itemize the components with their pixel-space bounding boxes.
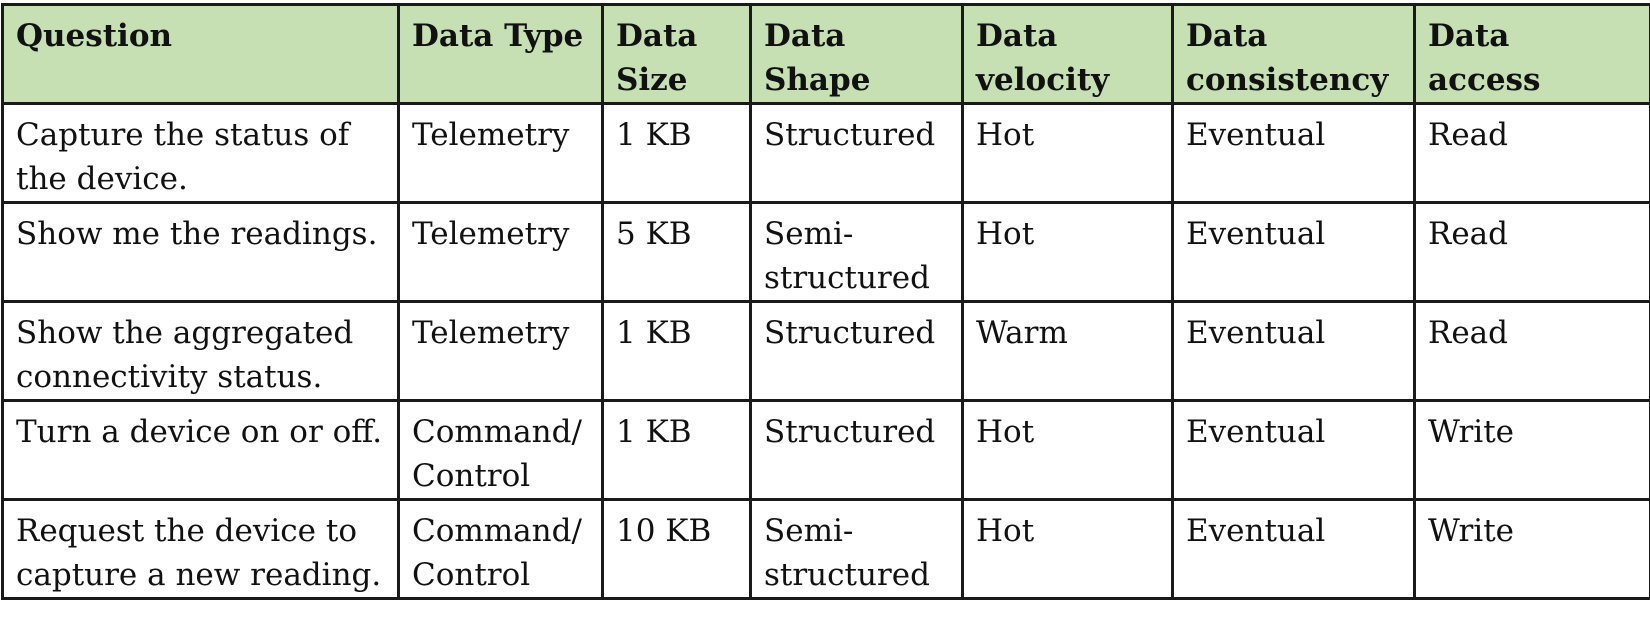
header-data-velocity: Data velocity: [961, 3, 1174, 105]
table-row: Show the aggregated connectivity status.…: [1, 300, 1650, 402]
cell-data-access: Read: [1413, 102, 1650, 204]
cell-data-size: 5 KB: [601, 201, 752, 303]
header-data-consistency: Data consistency: [1171, 3, 1416, 105]
cell-data-velocity: Hot: [961, 201, 1174, 303]
cell-data-shape: Structured: [749, 399, 964, 501]
cell-data-access: Write: [1413, 399, 1650, 501]
table-header: Question Data Type Data Size Data Shape D…: [1, 3, 1650, 105]
cell-data-size: 1 KB: [601, 102, 752, 204]
cell-question: Show the aggregated connectivity status.: [1, 300, 400, 402]
header-data-access: Data access: [1413, 3, 1650, 105]
cell-question: Show me the readings.: [1, 201, 400, 303]
cell-data-access: Read: [1413, 300, 1650, 402]
cell-data-shape: Semi-structured: [749, 498, 964, 600]
cell-data-velocity: Hot: [961, 498, 1174, 600]
cell-question: Turn a device on or off.: [1, 399, 400, 501]
cell-data-velocity: Hot: [961, 102, 1174, 204]
table-row: Show me the readings. Telemetry 5 KB Sem…: [1, 201, 1650, 303]
data-requirements-table: Question Data Type Data Size Data Shape D…: [1, 3, 1650, 600]
cell-data-consistency: Eventual: [1171, 498, 1416, 600]
cell-data-shape: Structured: [749, 102, 964, 204]
header-row: Question Data Type Data Size Data Shape D…: [1, 3, 1650, 105]
cell-question: Request the device to capture a new read…: [1, 498, 400, 600]
data-requirements-table-container: Question Data Type Data Size Data Shape D…: [1, 3, 1650, 600]
table-row: Capture the status of the device. Teleme…: [1, 102, 1650, 204]
cell-data-shape: Semi-structured: [749, 201, 964, 303]
cell-data-type: Command/Control: [397, 498, 604, 600]
cell-data-type: Command/Control: [397, 399, 604, 501]
cell-question: Capture the status of the device.: [1, 102, 400, 204]
cell-data-type: Telemetry: [397, 300, 604, 402]
cell-data-access: Write: [1413, 498, 1650, 600]
header-data-type: Data Type: [397, 3, 604, 105]
cell-data-consistency: Eventual: [1171, 102, 1416, 204]
header-data-shape: Data Shape: [749, 3, 964, 105]
cell-data-access: Read: [1413, 201, 1650, 303]
cell-data-size: 1 KB: [601, 300, 752, 402]
cell-data-consistency: Eventual: [1171, 399, 1416, 501]
table-body: Capture the status of the device. Teleme…: [1, 102, 1650, 600]
cell-data-shape: Structured: [749, 300, 964, 402]
table-row: Request the device to capture a new read…: [1, 498, 1650, 600]
cell-data-type: Telemetry: [397, 201, 604, 303]
cell-data-consistency: Eventual: [1171, 300, 1416, 402]
header-question: Question: [1, 3, 400, 105]
cell-data-type: Telemetry: [397, 102, 604, 204]
header-data-size: Data Size: [601, 3, 752, 105]
cell-data-size: 10 KB: [601, 498, 752, 600]
table-row: Turn a device on or off. Command/Control…: [1, 399, 1650, 501]
cell-data-velocity: Hot: [961, 399, 1174, 501]
cell-data-consistency: Eventual: [1171, 201, 1416, 303]
cell-data-velocity: Warm: [961, 300, 1174, 402]
cell-data-size: 1 KB: [601, 399, 752, 501]
